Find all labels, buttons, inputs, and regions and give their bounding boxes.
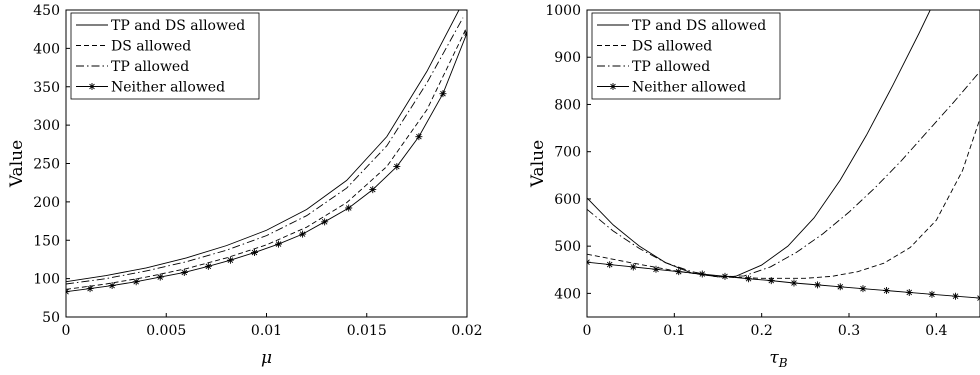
x-tick-label: 0.3 xyxy=(838,323,860,339)
legend: TP and DS allowed DS allowed TP allowed Nei… xyxy=(591,12,781,100)
y-tick-label: 50 xyxy=(42,310,60,326)
series-point-marker xyxy=(587,258,591,266)
y-tick-label: 100 xyxy=(33,272,60,288)
series-point-marker xyxy=(299,230,307,238)
y-axis-label: Value xyxy=(7,140,27,188)
series-point-marker xyxy=(226,256,234,264)
x-tick-label: 0.2 xyxy=(751,323,773,339)
series-line xyxy=(587,10,931,278)
legend-marker-sample xyxy=(609,83,617,90)
legend-marker-sample xyxy=(88,83,96,90)
legend: TP and DS allowed DS allowed TP allowed Nei… xyxy=(70,12,260,100)
legend-entry-label: DS allowed xyxy=(111,39,191,55)
series-point-marker xyxy=(415,133,423,141)
legend-box xyxy=(70,12,260,100)
y-tick-label: 1000 xyxy=(545,3,581,19)
legend-entry-label: TP allowed xyxy=(111,59,189,75)
x-tick-label: 0 xyxy=(583,323,592,339)
series-point-marker xyxy=(321,218,329,226)
series-point-marker xyxy=(652,265,660,273)
legend-entry-label: TP and DS allowed xyxy=(632,18,766,34)
y-tick-label: 250 xyxy=(33,157,60,173)
legend-box xyxy=(591,12,781,100)
series-line xyxy=(66,26,467,290)
x-tick-label: 0.02 xyxy=(451,323,482,339)
series-point-marker xyxy=(108,282,116,290)
y-tick-label: 150 xyxy=(33,233,60,249)
x-tick-label: 0.005 xyxy=(146,323,186,339)
y-tick-label: 200 xyxy=(33,195,60,211)
series-point-marker xyxy=(156,273,164,281)
series-point-marker xyxy=(721,272,729,280)
y-tick-label: 400 xyxy=(554,286,581,302)
series-point-marker xyxy=(439,90,447,98)
y-tick-label: 500 xyxy=(554,239,581,255)
x-axis-label: τB xyxy=(769,348,787,370)
series-point-marker xyxy=(952,292,960,300)
series-point-marker xyxy=(745,275,753,283)
legend-entry-label: TP allowed xyxy=(632,59,710,75)
series-point-marker xyxy=(698,270,706,278)
y-tick-label: 900 xyxy=(554,50,581,66)
series-point-marker xyxy=(790,279,798,287)
x-tick-label: 0.4 xyxy=(925,323,947,339)
series-point-marker xyxy=(393,163,401,171)
chart-left: 0 0.005 0.01 0.015 0.02 50 100 150 200 250 300 350 4… xyxy=(7,3,483,368)
x-tick-label: 0.01 xyxy=(251,323,282,339)
series-point-marker xyxy=(836,283,844,291)
series-point-marker xyxy=(204,262,212,270)
series-point-marker xyxy=(369,186,377,194)
series-line xyxy=(587,71,980,278)
legend-entry-label: DS allowed xyxy=(632,39,712,55)
series-line xyxy=(66,32,467,293)
x-axis-label: μ xyxy=(261,348,272,368)
series-point-marker xyxy=(345,204,353,212)
y-axis-label: Value xyxy=(528,140,548,188)
legend-entry-label: Neither allowed xyxy=(111,80,225,96)
series-point-marker xyxy=(180,268,188,276)
x-tick-label: 0.015 xyxy=(347,323,387,339)
series-line xyxy=(66,17,464,285)
y-tick-label: 350 xyxy=(33,80,60,96)
y-tick-label: 800 xyxy=(554,97,581,113)
y-tick-label: 400 xyxy=(33,41,60,57)
y-tick-label: 450 xyxy=(33,3,60,19)
series-point-marker xyxy=(976,294,980,302)
series-point-marker xyxy=(250,249,258,257)
series-point-marker xyxy=(814,281,822,289)
plot-area-frame xyxy=(586,9,980,318)
y-tick-label: 700 xyxy=(554,145,581,161)
legend-entry-label: TP and DS allowed xyxy=(111,18,245,34)
series-point-marker xyxy=(132,278,140,286)
series-point-marker xyxy=(86,285,94,293)
series-point-marker xyxy=(883,287,891,295)
series-point-marker xyxy=(463,29,467,37)
x-tick-label: 0.1 xyxy=(663,323,685,339)
series-point-marker xyxy=(905,288,913,296)
series-point-marker xyxy=(66,288,70,296)
series-point-marker xyxy=(606,261,614,269)
y-tick-label: 600 xyxy=(554,192,581,208)
chart-right: 0 0.1 0.2 0.3 0.4 400 500 600 700 800 900 1000 τB Val… xyxy=(528,3,980,370)
series-point-marker xyxy=(859,285,867,293)
series-group xyxy=(66,10,467,296)
y-tick-label: 300 xyxy=(33,118,60,134)
series-line xyxy=(66,10,460,283)
series-group xyxy=(587,10,980,302)
series-point-marker xyxy=(629,263,637,271)
series-point-marker xyxy=(928,290,936,298)
legend-entry-label: Neither allowed xyxy=(632,80,746,96)
x-tick-label: 0 xyxy=(62,323,71,339)
series-line xyxy=(587,261,980,299)
series-point-marker xyxy=(767,277,775,285)
series-point-marker xyxy=(275,240,283,248)
series-line xyxy=(587,118,980,279)
series-point-marker xyxy=(675,268,683,276)
